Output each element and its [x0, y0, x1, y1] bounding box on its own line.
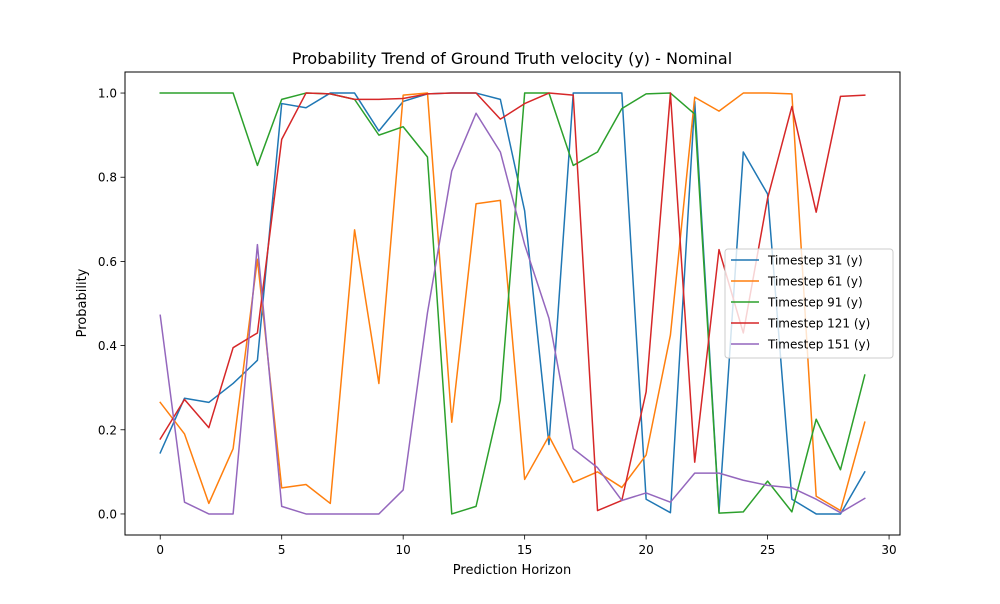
legend-label: Timestep 121 (y)	[767, 317, 870, 331]
chart-title: Probability Trend of Ground Truth veloci…	[292, 49, 732, 68]
series-line-3	[159, 92, 866, 515]
series-line-5	[159, 112, 866, 515]
x-tick-label: 10	[396, 543, 411, 557]
y-tick-label: 0.8	[98, 171, 117, 185]
y-tick-label: 0.6	[98, 255, 117, 269]
legend-box	[724, 248, 894, 359]
series-line-1	[159, 92, 866, 515]
x-tick-label: 25	[760, 543, 775, 557]
plot-frame	[124, 71, 901, 536]
x-tick-label: 30	[881, 543, 896, 557]
x-axis: 0 5 10 15 20 25 30	[156, 535, 897, 557]
y-tick-label: 0.4	[98, 339, 117, 353]
x-axis-label: Prediction Horizon	[453, 563, 571, 578]
legend-label: Timestep 31 (y)	[767, 254, 863, 268]
y-tick-label: 1.0	[98, 87, 117, 101]
y-tick-label: 0.0	[98, 507, 117, 521]
y-tick-label: 0.2	[98, 423, 117, 437]
legend-label: Timestep 91 (y)	[767, 296, 863, 310]
x-tick-label: 15	[517, 543, 532, 557]
series-line-2	[159, 92, 866, 512]
x-tick-label: 0	[156, 543, 164, 557]
y-axis: 0.0 0.2 0.4 0.6 0.8 1.0	[98, 87, 125, 521]
x-tick-label: 5	[278, 543, 286, 557]
legend-label: Timestep 61 (y)	[767, 275, 863, 289]
series-layer	[159, 92, 866, 515]
y-axis-label: Probability	[75, 268, 90, 337]
x-tick-label: 20	[638, 543, 653, 557]
legend-label: Timestep 151 (y)	[767, 338, 870, 352]
legend: Timestep 31 (y) Timestep 61 (y) Timestep 9…	[724, 248, 894, 359]
